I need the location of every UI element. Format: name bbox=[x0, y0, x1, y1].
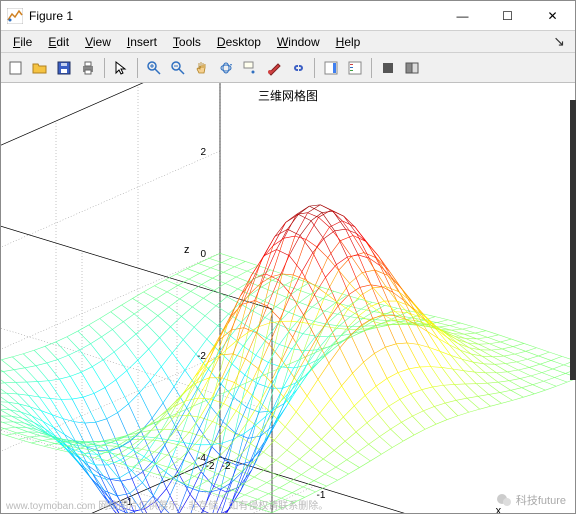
right-edge-overlay bbox=[570, 100, 576, 380]
plot-area[interactable]: 三维网格图 -2-1012-2-1012-4-2024xyz bbox=[1, 83, 575, 513]
svg-text:2: 2 bbox=[200, 147, 206, 158]
titlebar: Figure 1 — ☐ ✕ bbox=[1, 1, 575, 31]
menu-tools[interactable]: Tools bbox=[165, 33, 209, 51]
hide-plot-button[interactable] bbox=[377, 57, 399, 79]
dock-icon[interactable]: ↘ bbox=[553, 33, 565, 50]
svg-text:-2: -2 bbox=[222, 461, 231, 472]
maximize-button[interactable]: ☐ bbox=[485, 1, 530, 30]
new-figure-button[interactable] bbox=[5, 57, 27, 79]
menubar: File Edit View Insert Tools Desktop Wind… bbox=[1, 31, 575, 53]
wechat-badge: 科技future bbox=[496, 492, 566, 508]
svg-text:0: 0 bbox=[200, 249, 206, 260]
pointer-button[interactable] bbox=[110, 57, 132, 79]
svg-text:z: z bbox=[184, 244, 190, 256]
link-button[interactable] bbox=[287, 57, 309, 79]
svg-text:-4: -4 bbox=[197, 453, 206, 464]
zoom-out-button[interactable] bbox=[167, 57, 189, 79]
rotate-button[interactable] bbox=[215, 57, 237, 79]
save-button[interactable] bbox=[53, 57, 75, 79]
legend-button[interactable] bbox=[344, 57, 366, 79]
svg-text:-2: -2 bbox=[206, 461, 215, 472]
svg-text:-2: -2 bbox=[197, 351, 206, 362]
brush-button[interactable] bbox=[263, 57, 285, 79]
menu-window[interactable]: Window bbox=[269, 33, 328, 51]
menu-help[interactable]: Help bbox=[328, 33, 369, 51]
menu-insert[interactable]: Insert bbox=[119, 33, 165, 51]
window-title: Figure 1 bbox=[29, 9, 440, 23]
watermark-text: www.toymoban.com 网络图片仅供展示，非存储，如有侵权请联系删除。 bbox=[6, 497, 328, 512]
close-button[interactable]: ✕ bbox=[530, 1, 575, 30]
menu-desktop[interactable]: Desktop bbox=[209, 33, 269, 51]
minimize-button[interactable]: — bbox=[440, 1, 485, 30]
menu-edit[interactable]: Edit bbox=[40, 33, 77, 51]
datatip-button[interactable] bbox=[239, 57, 261, 79]
show-plot-button[interactable] bbox=[401, 57, 423, 79]
menu-file[interactable]: File bbox=[5, 33, 40, 51]
print-button[interactable] bbox=[77, 57, 99, 79]
colorbar-button[interactable] bbox=[320, 57, 342, 79]
toolbar bbox=[1, 53, 575, 83]
matlab-figure-icon bbox=[7, 8, 23, 24]
pan-button[interactable] bbox=[191, 57, 213, 79]
mesh-plot-3d: -2-1012-2-1012-4-2024xyz bbox=[1, 83, 576, 513]
open-button[interactable] bbox=[29, 57, 51, 79]
menu-view[interactable]: View bbox=[77, 33, 119, 51]
zoom-in-button[interactable] bbox=[143, 57, 165, 79]
